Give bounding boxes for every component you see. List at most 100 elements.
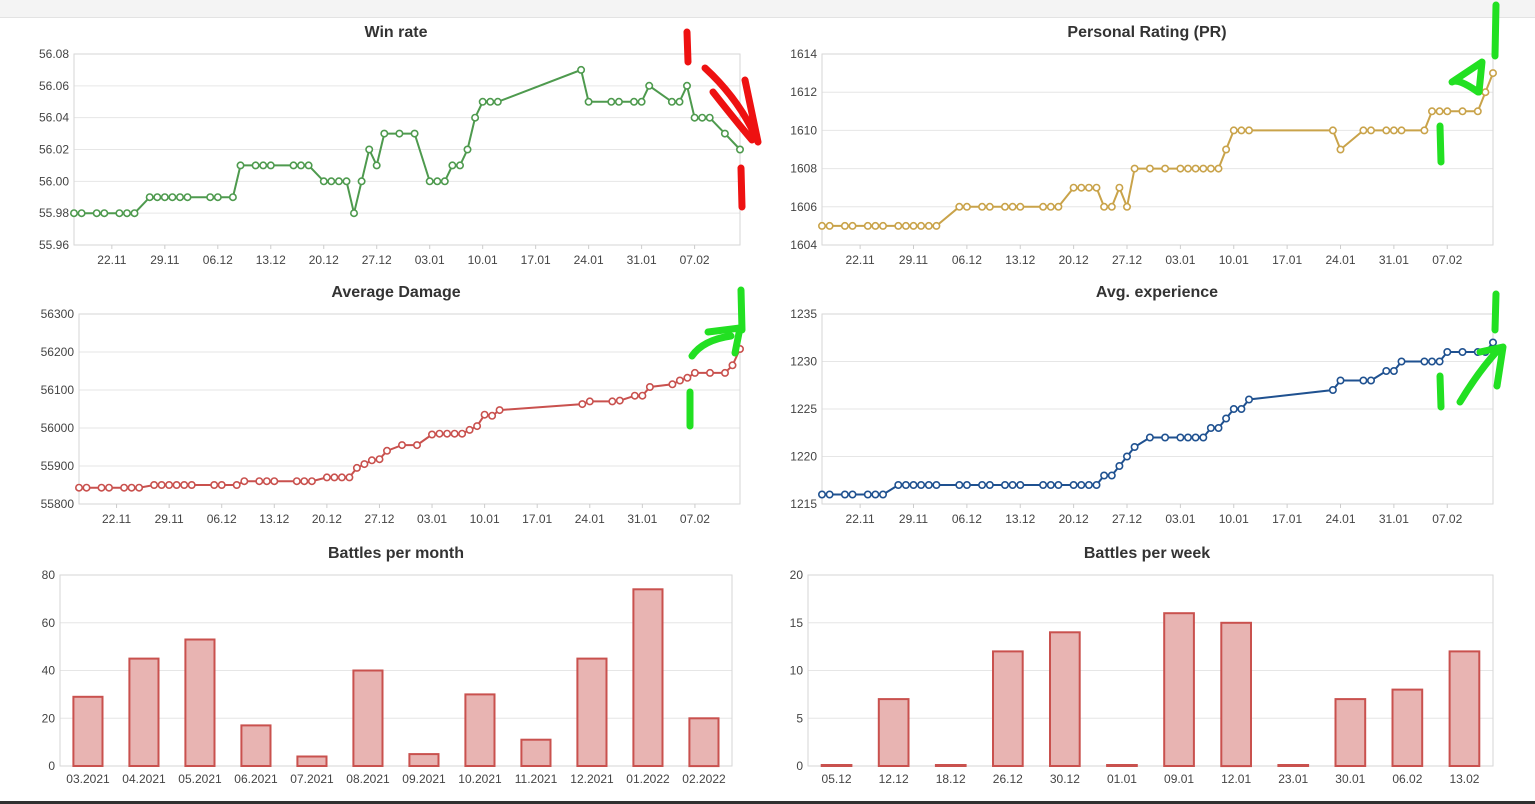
data-point[interactable] — [668, 380, 677, 389]
data-point[interactable] — [345, 473, 354, 482]
bar[interactable] — [464, 693, 496, 768]
data-point[interactable] — [615, 396, 624, 405]
data-point[interactable] — [349, 209, 358, 218]
data-point[interactable] — [894, 480, 903, 489]
data-point[interactable] — [1443, 347, 1452, 356]
data-point[interactable] — [1397, 357, 1406, 366]
data-point[interactable] — [871, 490, 880, 499]
bar[interactable] — [1106, 764, 1138, 767]
data-point[interactable] — [240, 477, 249, 486]
data-point[interactable] — [1229, 126, 1238, 135]
data-point[interactable] — [1069, 480, 1078, 489]
bar[interactable] — [128, 657, 160, 767]
data-point[interactable] — [682, 81, 691, 90]
data-point[interactable] — [450, 429, 459, 438]
data-point[interactable] — [955, 480, 964, 489]
data-point[interactable] — [176, 193, 185, 202]
data-point[interactable] — [443, 429, 452, 438]
data-point[interactable] — [1107, 471, 1116, 480]
data-point[interactable] — [1367, 376, 1376, 385]
data-point[interactable] — [251, 161, 260, 170]
data-point[interactable] — [1054, 480, 1063, 489]
bar[interactable] — [1334, 698, 1367, 767]
data-point[interactable] — [1481, 88, 1490, 97]
data-point[interactable] — [458, 429, 467, 438]
data-point[interactable] — [77, 209, 86, 218]
data-point[interactable] — [1382, 366, 1391, 375]
data-point[interactable] — [367, 456, 376, 465]
data-point[interactable] — [1077, 480, 1086, 489]
data-point[interactable] — [1237, 126, 1246, 135]
data-point[interactable] — [1359, 376, 1368, 385]
data-point[interactable] — [917, 221, 926, 230]
data-point[interactable] — [1473, 107, 1482, 116]
data-point[interactable] — [1092, 480, 1101, 489]
data-point[interactable] — [901, 221, 910, 230]
data-point[interactable] — [1245, 126, 1254, 135]
bar[interactable] — [1220, 621, 1253, 768]
data-point[interactable] — [1458, 107, 1467, 116]
data-point[interactable] — [1069, 183, 1078, 192]
data-point[interactable] — [985, 480, 994, 489]
data-point[interactable] — [100, 209, 109, 218]
data-point[interactable] — [448, 161, 457, 170]
data-point[interactable] — [1046, 202, 1055, 211]
data-point[interactable] — [255, 477, 264, 486]
data-point[interactable] — [480, 410, 489, 419]
data-point[interactable] — [705, 113, 714, 122]
data-point[interactable] — [1420, 357, 1429, 366]
data-point[interactable] — [1214, 164, 1223, 173]
bar[interactable] — [240, 724, 272, 768]
data-point[interactable] — [1084, 183, 1093, 192]
data-point[interactable] — [1123, 452, 1132, 461]
data-point[interactable] — [817, 490, 826, 499]
data-point[interactable] — [97, 483, 106, 492]
data-point[interactable] — [705, 368, 714, 377]
data-point[interactable] — [629, 97, 638, 106]
data-point[interactable] — [1229, 404, 1238, 413]
data-point[interactable] — [1382, 126, 1391, 135]
data-point[interactable] — [115, 209, 124, 218]
data-point[interactable] — [1206, 164, 1215, 173]
data-point[interactable] — [1100, 202, 1109, 211]
data-point[interactable] — [675, 97, 684, 106]
data-point[interactable] — [228, 193, 237, 202]
data-point[interactable] — [909, 480, 918, 489]
bar[interactable] — [184, 638, 216, 767]
data-point[interactable] — [932, 480, 941, 489]
data-point[interactable] — [210, 480, 219, 489]
data-point[interactable] — [342, 177, 351, 186]
data-point[interactable] — [270, 477, 279, 486]
data-point[interactable] — [75, 483, 84, 492]
data-point[interactable] — [187, 480, 196, 489]
data-point[interactable] — [1435, 107, 1444, 116]
data-point[interactable] — [304, 161, 313, 170]
data-point[interactable] — [495, 406, 504, 415]
data-point[interactable] — [584, 97, 593, 106]
data-point[interactable] — [1435, 357, 1444, 366]
data-point[interactable] — [1222, 414, 1231, 423]
data-point[interactable] — [1389, 126, 1398, 135]
data-point[interactable] — [614, 97, 623, 106]
bar[interactable] — [877, 698, 910, 767]
bar[interactable] — [934, 764, 967, 767]
bar[interactable] — [1277, 764, 1310, 767]
data-point[interactable] — [698, 113, 707, 122]
data-point[interactable] — [645, 382, 654, 391]
data-point[interactable] — [153, 193, 162, 202]
data-point[interactable] — [1397, 126, 1406, 135]
bar[interactable] — [992, 650, 1024, 768]
data-point[interactable] — [372, 161, 381, 170]
data-point[interactable] — [683, 373, 692, 382]
data-point[interactable] — [322, 473, 331, 482]
data-point[interactable] — [1008, 202, 1017, 211]
data-point[interactable] — [1039, 480, 1048, 489]
data-point[interactable] — [410, 129, 419, 138]
data-point[interactable] — [978, 202, 987, 211]
data-point[interactable] — [1145, 164, 1154, 173]
data-point[interactable] — [380, 129, 389, 138]
data-point[interactable] — [728, 361, 737, 370]
data-point[interactable] — [608, 397, 617, 406]
data-point[interactable] — [412, 441, 421, 450]
data-point[interactable] — [236, 161, 245, 170]
